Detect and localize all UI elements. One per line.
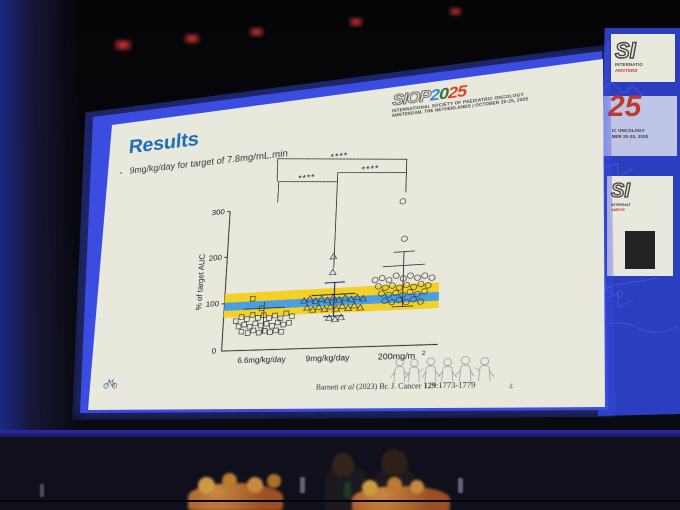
svg-text:****: **** [298, 171, 316, 183]
svg-text:9mg/kg/day: 9mg/kg/day [305, 354, 350, 364]
svg-text:200: 200 [208, 254, 222, 263]
svg-text:2: 2 [422, 350, 426, 357]
svg-text:****: **** [330, 150, 348, 162]
svg-text:300: 300 [211, 208, 225, 217]
svg-text:6.6mg/kg/day: 6.6mg/kg/day [237, 356, 287, 366]
svg-text:100: 100 [205, 301, 219, 310]
svg-text:****: **** [361, 162, 379, 174]
svg-text:0: 0 [211, 348, 216, 356]
